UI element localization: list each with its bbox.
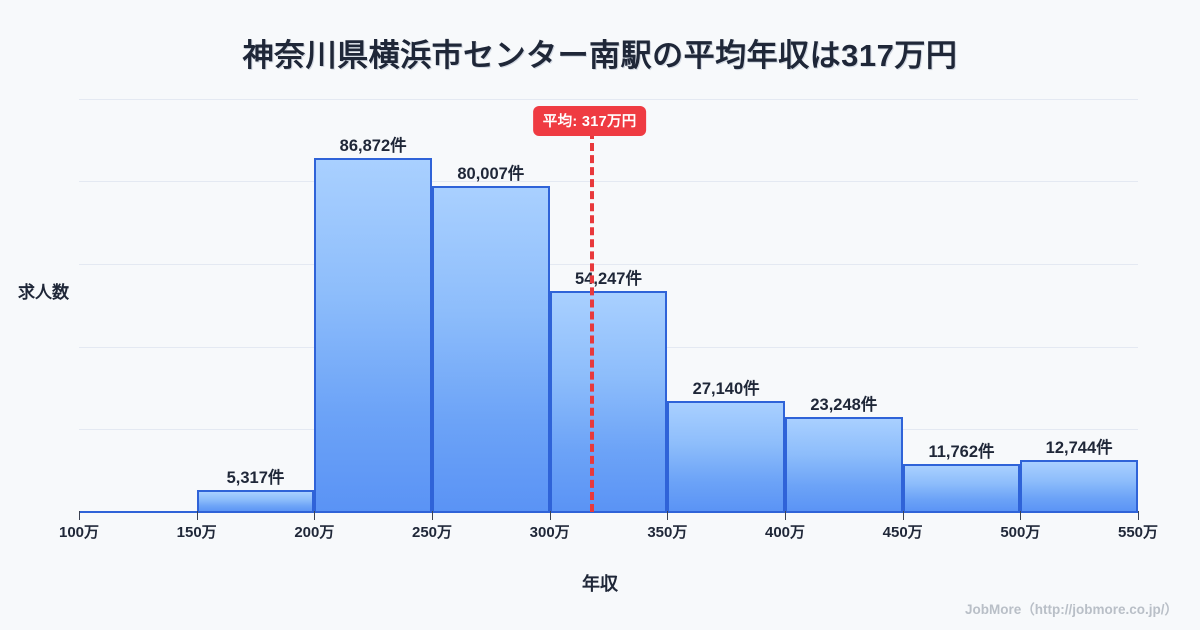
x-axis-tick xyxy=(79,511,80,520)
x-axis-tick-label: 400万 xyxy=(764,524,806,541)
bar xyxy=(1020,460,1138,512)
x-axis-tick-label: 500万 xyxy=(1000,524,1041,541)
x-axis-tick-label: 200万 xyxy=(294,524,335,541)
x-axis-tick xyxy=(1138,511,1139,520)
x-axis-tick xyxy=(667,511,669,520)
plot-area xyxy=(79,99,1138,512)
bar xyxy=(902,464,1021,512)
x-axis-line xyxy=(79,511,1139,513)
x-axis-tick xyxy=(549,511,551,520)
footer-watermark: JobMore（http://jobmore.co.jp/） xyxy=(965,602,1178,617)
bar-value-label: 27,140件 xyxy=(692,380,760,399)
average-line xyxy=(589,131,594,512)
x-axis-tick-label: 450万 xyxy=(882,524,923,541)
x-axis-tick xyxy=(432,511,433,520)
average-badge: 平均: 317万円 xyxy=(532,106,647,136)
x-axis-tick xyxy=(196,511,198,520)
bar-value-label: 80,007件 xyxy=(457,164,525,183)
x-axis-tick xyxy=(1020,511,1022,520)
x-axis-tick-label: 150万 xyxy=(176,524,217,541)
y-axis-title: 求人数 xyxy=(18,283,69,302)
gridline xyxy=(79,99,1138,100)
bar xyxy=(314,157,432,512)
bar xyxy=(432,185,550,512)
x-axis-tick xyxy=(314,511,316,520)
x-axis-tick xyxy=(785,511,786,520)
bar xyxy=(196,490,315,512)
bar xyxy=(785,417,903,512)
bar-value-label: 86,872件 xyxy=(339,136,407,155)
bar xyxy=(549,290,668,512)
x-axis-tick-label: 550万 xyxy=(1117,524,1159,541)
x-axis-title: 年収 xyxy=(582,574,618,594)
x-axis-tick-label: 100万 xyxy=(58,524,100,541)
bar-value-label: 11,762件 xyxy=(928,443,995,462)
gridline xyxy=(79,264,1138,265)
x-axis-tick-label: 300万 xyxy=(529,524,570,541)
x-axis-tick-label: 250万 xyxy=(411,524,453,541)
gridline xyxy=(79,181,1138,182)
x-axis-tick xyxy=(902,511,904,520)
bar-value-label: 5,317件 xyxy=(226,469,285,488)
bar-value-label: 23,248件 xyxy=(810,396,878,415)
bar-value-label: 12,744件 xyxy=(1045,439,1113,457)
page-title: 神奈川県横浜市センター南駅の平均年収は317万円 xyxy=(242,38,958,73)
x-axis-tick-label: 350万 xyxy=(647,524,688,541)
bar-value-label: 54,247件 xyxy=(575,269,642,288)
bar xyxy=(667,401,785,512)
